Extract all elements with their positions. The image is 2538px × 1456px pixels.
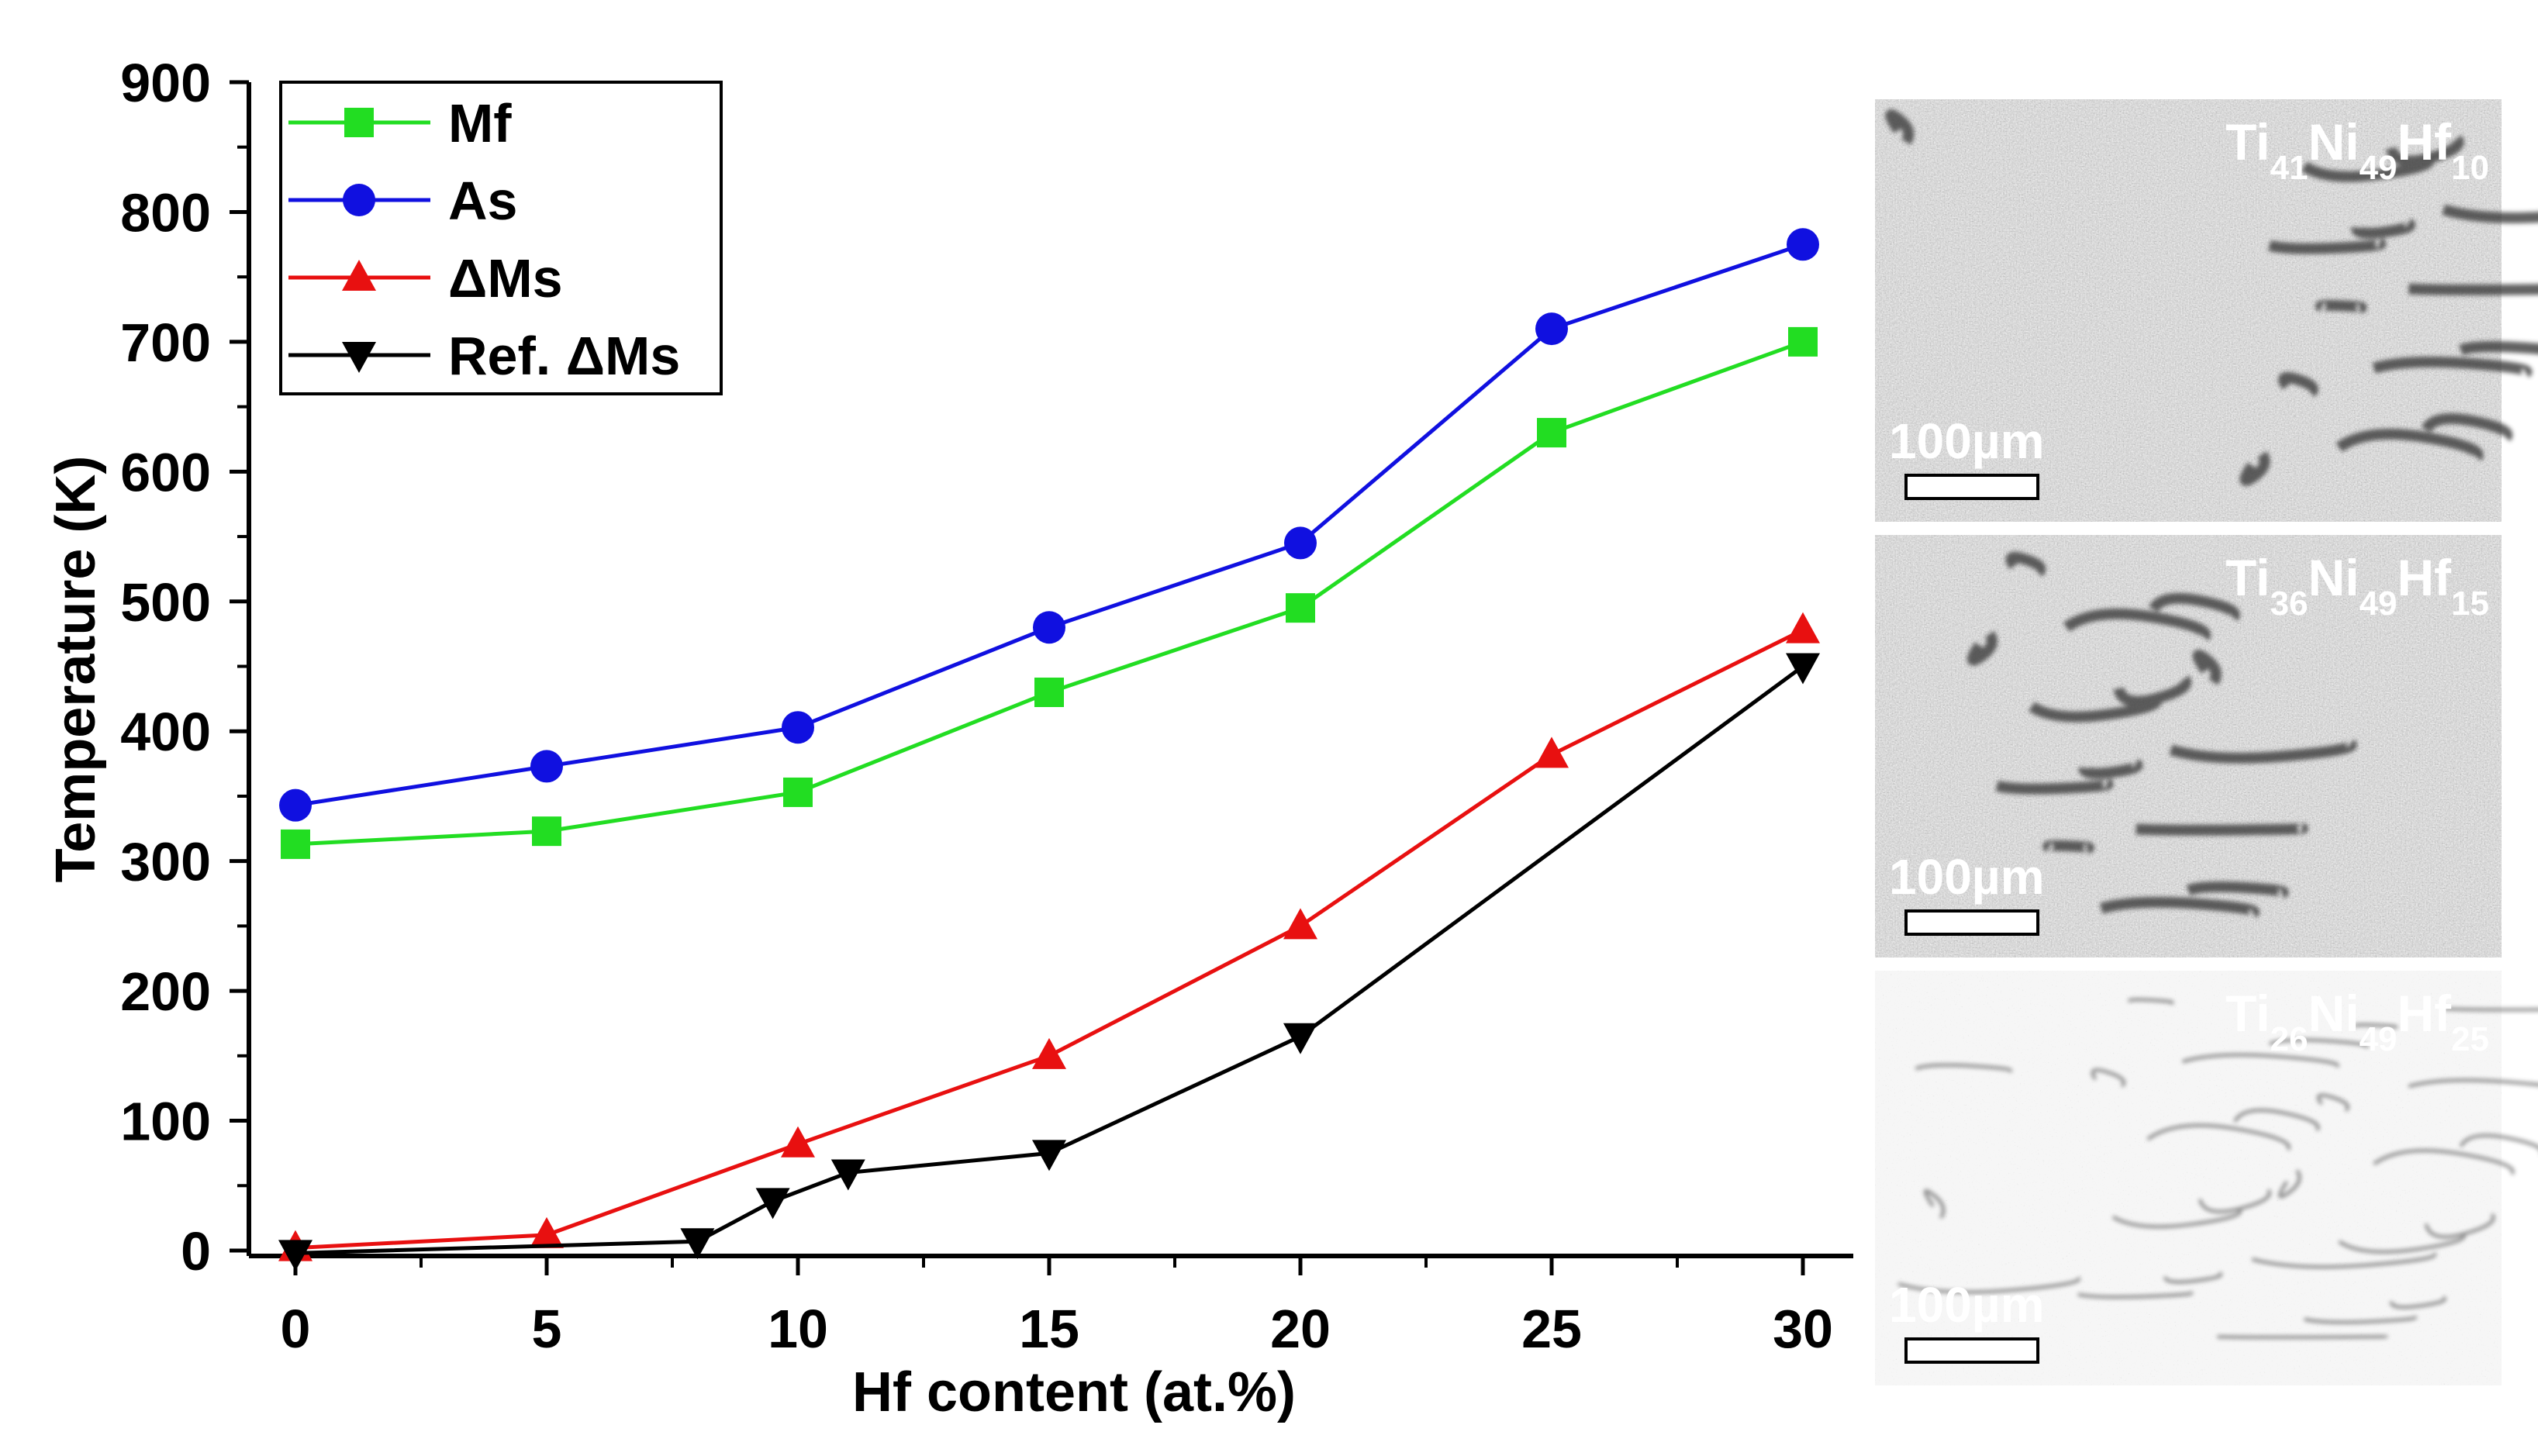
data-point — [783, 777, 813, 807]
micrograph-label: Ti36Ni49Hf15 — [2225, 549, 2489, 623]
data-point — [1535, 737, 1569, 768]
data-point — [530, 1216, 564, 1248]
data-point — [680, 1228, 715, 1260]
data-point — [781, 1126, 815, 1158]
legend-label: Mf — [448, 93, 512, 154]
scale-bar-label: 100µm — [1889, 1277, 2045, 1333]
data-point — [830, 1159, 865, 1191]
legend-entry: Ref. ΔMs — [288, 326, 680, 386]
legend-label: As — [448, 171, 517, 231]
data-point — [1283, 1023, 1317, 1054]
data-point — [1786, 653, 1820, 685]
y-tick-label: 400 — [120, 702, 211, 762]
data-point — [1537, 418, 1566, 448]
legend-marker — [342, 260, 376, 291]
y-axis-ticks: 0 100 200 300 400 500 600 700 800 900 — [120, 53, 249, 1282]
scale-bar-label: 100µm — [1889, 849, 2045, 905]
data-point — [1033, 611, 1065, 644]
x-axis-label: Hf content (at.%) — [852, 1361, 1296, 1423]
scale-bar-label: 100µm — [1889, 413, 2045, 469]
y-tick-label: 600 — [120, 442, 211, 502]
micrograph-texture — [1875, 971, 2502, 1385]
micrograph-label: Ti41Ni49Hf10 — [2225, 113, 2489, 187]
legend-marker — [343, 184, 375, 216]
x-axis-ticks: 0 5 10 15 20 25 30 — [281, 1256, 1833, 1359]
data-point — [1787, 228, 1819, 261]
data-point — [532, 816, 561, 847]
micrograph-panel: Ti41Ni49Hf10 100µm — [1875, 99, 2538, 522]
x-tick-label: 25 — [1521, 1299, 1582, 1359]
y-tick-label: 800 — [120, 182, 211, 243]
micrograph-panels: Ti41Ni49Hf10100µmTi36Ni49Hf15100µmTi26Ni… — [1875, 99, 2538, 1385]
legend-entry: ΔMs — [288, 248, 563, 309]
x-tick-label: 5 — [532, 1299, 562, 1359]
data-point — [782, 711, 814, 744]
data-point — [279, 788, 312, 822]
data-point — [1786, 612, 1820, 643]
data-point — [1032, 1037, 1066, 1069]
x-tick-label: 30 — [1773, 1299, 1833, 1359]
y-tick-label: 700 — [120, 312, 211, 373]
plot-axes: 0 100 200 300 400 500 600 700 800 900 0 5 10 15 20 25 3… — [45, 53, 1853, 1423]
legend: Mf As ΔMs Ref. ΔMs — [279, 81, 723, 395]
data-point — [1034, 677, 1064, 707]
y-tick-label: 300 — [120, 832, 211, 892]
y-tick-label: 100 — [120, 1092, 211, 1152]
scale-bar — [1904, 474, 2039, 500]
y-axis-label: Temperature (K) — [45, 456, 107, 883]
data-point — [530, 750, 563, 783]
series-0 — [281, 326, 1818, 859]
phase-network — [1967, 551, 2357, 918]
legend-marker — [342, 342, 376, 373]
x-tick-label: 10 — [768, 1299, 828, 1359]
series-1 — [279, 228, 1819, 822]
y-tick-label: 900 — [120, 53, 211, 113]
scale-bar — [1904, 909, 2039, 936]
legend-entry: As — [288, 171, 517, 231]
data-point — [1788, 326, 1818, 357]
legend-label: Ref. ΔMs — [448, 326, 680, 386]
data-point — [1283, 908, 1317, 940]
series-3 — [278, 653, 1820, 1271]
y-tick-label: 500 — [120, 572, 211, 633]
x-tick-label: 15 — [1019, 1299, 1079, 1359]
y-tick-label: 0 — [181, 1221, 211, 1282]
micrograph-label: Ti26Ni49Hf25 — [2225, 985, 2489, 1058]
data-point — [1535, 312, 1568, 346]
scale-bar — [1904, 1337, 2039, 1364]
legend-entry: Mf — [288, 93, 512, 154]
legend-label: ΔMs — [448, 248, 563, 309]
phase-network — [1897, 998, 2538, 1339]
micrograph-panel: Ti26Ni49Hf25 100µm — [1875, 971, 2538, 1385]
micrograph-panel: Ti36Ni49Hf15 100µm — [1875, 535, 2502, 957]
data-point — [1286, 593, 1315, 623]
x-tick-label: 20 — [1270, 1299, 1331, 1359]
legend-marker — [344, 108, 374, 137]
data-point — [281, 829, 310, 859]
data-point — [1032, 1140, 1066, 1171]
data-point — [1284, 526, 1317, 560]
data-point — [755, 1188, 790, 1220]
data-point — [278, 1240, 313, 1271]
x-tick-label: 0 — [281, 1299, 311, 1359]
y-tick-label: 200 — [120, 961, 211, 1022]
series-layer — [278, 228, 1820, 1271]
